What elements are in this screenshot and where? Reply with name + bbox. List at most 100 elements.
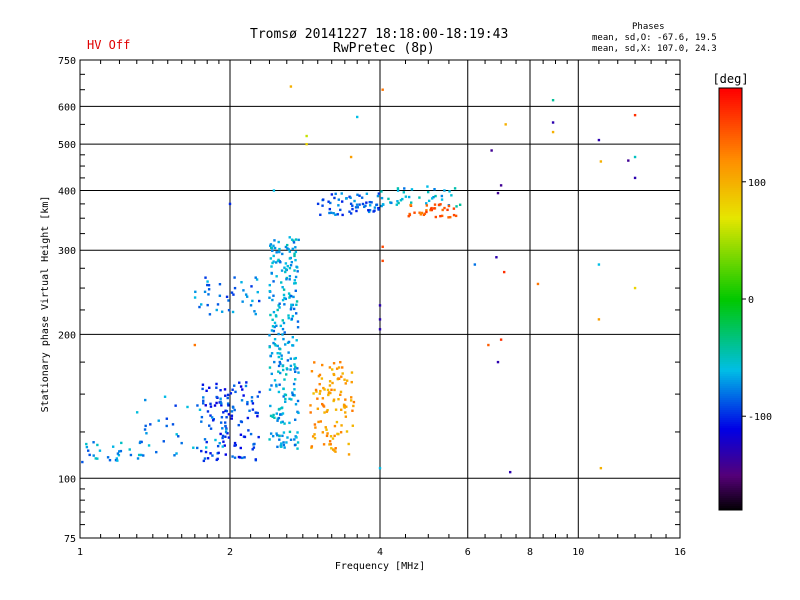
data-point	[285, 367, 289, 370]
data-point	[426, 190, 430, 194]
colorbar-band	[719, 184, 742, 187]
data-point	[269, 414, 273, 418]
data-point	[351, 204, 354, 207]
data-point	[215, 395, 218, 399]
data-point	[296, 367, 299, 370]
data-point	[94, 457, 97, 460]
data-point	[276, 259, 280, 263]
data-point	[381, 203, 385, 206]
data-point	[396, 200, 399, 203]
data-point	[335, 367, 339, 370]
data-point	[296, 326, 300, 329]
data-point	[250, 399, 254, 403]
data-point	[358, 194, 361, 197]
data-point	[270, 372, 273, 376]
colorbar-band	[719, 280, 742, 283]
data-point	[281, 364, 285, 368]
data-point	[219, 421, 223, 424]
colorbar-band	[719, 332, 742, 335]
data-point	[496, 360, 500, 364]
data-point	[226, 432, 229, 435]
data-point	[377, 208, 380, 211]
data-point	[231, 455, 234, 458]
data-point	[204, 450, 208, 454]
data-point	[216, 303, 220, 306]
data-point	[381, 259, 384, 263]
data-point	[278, 302, 281, 305]
data-point	[294, 281, 297, 285]
data-point	[333, 388, 336, 392]
data-point	[281, 298, 285, 302]
data-point	[347, 442, 350, 446]
data-point	[206, 303, 209, 307]
data-point	[350, 396, 353, 399]
data-point	[219, 397, 222, 400]
data-point	[441, 208, 444, 212]
data-point	[204, 276, 207, 279]
data-point	[204, 404, 207, 407]
data-point	[331, 381, 334, 385]
data-point	[343, 406, 346, 409]
y-tick-label: 300	[58, 246, 76, 257]
data-point	[272, 341, 275, 345]
data-point	[439, 214, 442, 218]
data-point	[420, 211, 424, 215]
data-point	[198, 408, 202, 411]
data-point	[211, 419, 215, 422]
data-point	[282, 293, 286, 297]
data-point	[292, 239, 295, 242]
colorbar-band	[719, 360, 742, 363]
data-point	[296, 320, 300, 323]
data-point	[318, 382, 321, 386]
data-point	[322, 404, 325, 407]
data-point	[143, 428, 147, 431]
data-point	[349, 212, 353, 215]
colorbar-band	[719, 452, 742, 455]
colorbar-band	[719, 210, 742, 213]
data-point	[314, 426, 317, 429]
data-point	[117, 453, 121, 457]
colorbar-band	[719, 206, 742, 209]
data-point	[376, 194, 380, 198]
data-point	[269, 257, 273, 260]
colorbar-band	[719, 182, 742, 185]
data-point	[282, 395, 285, 398]
data-point	[378, 466, 382, 470]
data-point	[427, 199, 431, 203]
colorbar-band	[719, 254, 742, 257]
data-point	[221, 436, 224, 440]
data-point	[328, 380, 332, 383]
data-point	[269, 246, 273, 249]
data-point	[322, 386, 325, 390]
data-point	[339, 390, 343, 394]
colorbar-band	[719, 220, 742, 223]
data-point	[349, 196, 352, 200]
data-point	[268, 283, 271, 287]
data-point	[401, 197, 404, 201]
data-point	[224, 453, 227, 456]
data-point	[336, 213, 339, 216]
data-point	[278, 260, 282, 263]
data-point	[119, 449, 123, 453]
data-point	[351, 207, 354, 211]
data-point	[396, 189, 400, 192]
data-point	[293, 367, 296, 371]
data-point	[344, 411, 347, 414]
data-point	[269, 354, 272, 358]
data-point	[354, 206, 358, 209]
data-point	[293, 443, 297, 447]
data-point	[111, 445, 115, 448]
data-point	[273, 360, 276, 364]
data-point	[337, 432, 340, 436]
chart-subtitle: RwPretec (8p)	[333, 41, 435, 56]
data-point	[452, 213, 456, 217]
data-point	[321, 397, 325, 400]
data-point	[288, 236, 291, 239]
colorbar-band	[719, 438, 742, 441]
data-point	[334, 408, 338, 411]
data-point	[275, 432, 278, 435]
data-point	[202, 459, 206, 463]
data-point	[285, 373, 288, 376]
data-point	[282, 321, 286, 325]
colorbar-band	[719, 154, 742, 157]
